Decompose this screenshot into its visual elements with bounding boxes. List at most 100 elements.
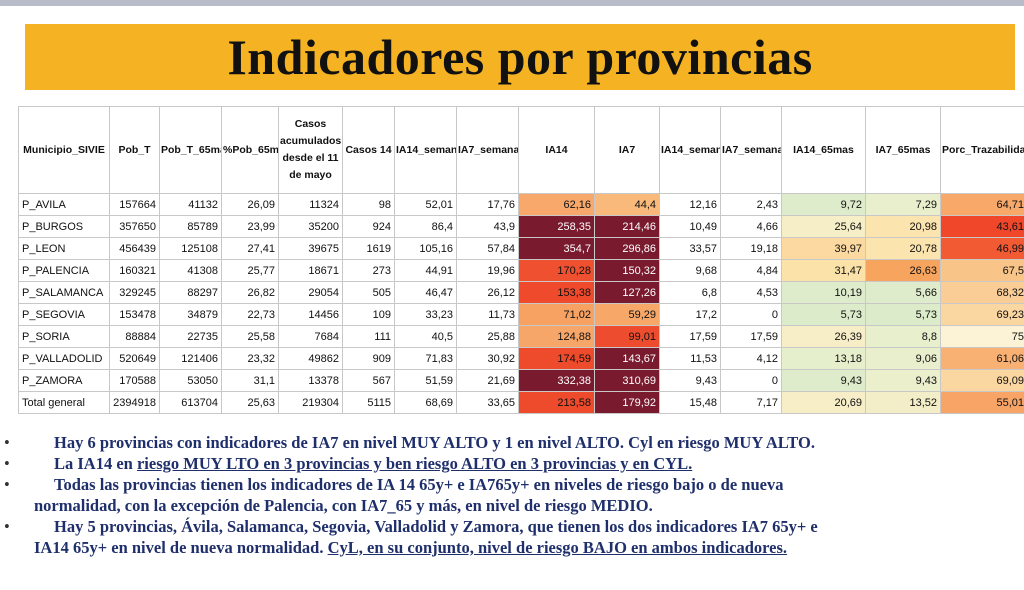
table-cell: 33,23 (394, 303, 457, 326)
table-cell: 4,53 (720, 281, 782, 304)
table-cell: 13378 (278, 369, 343, 392)
note-line: IA14 65y+ en nivel de nueva normalidad. … (0, 537, 1024, 558)
table-cell: 26,39 (781, 325, 866, 348)
table-cell: 98 (342, 193, 395, 216)
table-cell: 88884 (109, 325, 160, 348)
table-cell: 157664 (109, 193, 160, 216)
table-cell: 25,77 (221, 259, 279, 282)
bullet-icon: • (4, 454, 10, 473)
note-line: • La IA14 en riesgo MUY LTO en 3 provinci… (0, 453, 1024, 474)
table-row: P_AVILA 157664 41132 26,09 11324 98 52,01 17,76… (18, 193, 1024, 216)
table-cell: 9,43 (865, 369, 941, 392)
table-cell: 71,02 (518, 303, 595, 326)
table-cell: 5,66 (865, 281, 941, 304)
table-row: P_BURGOS 357650 85789 23,99 35200 924 86,4 43,9… (18, 215, 1024, 238)
table-cell: 174,59 (518, 347, 595, 370)
table-body: P_AVILA 157664 41132 26,09 11324 98 52,01 17,76… (18, 193, 1024, 414)
table-cell: 150,32 (594, 259, 660, 282)
table-cell: 329245 (109, 281, 160, 304)
table-cell: 7684 (278, 325, 343, 348)
column-header: IA14_semana_65mas (659, 106, 721, 194)
note-line: normalidad, con la excepción de Palencia… (0, 495, 1024, 516)
table-cell: 111 (342, 325, 395, 348)
table-cell: 12,16 (659, 193, 721, 216)
table-cell: 29054 (278, 281, 343, 304)
table-row: P_VALLADOLID 520649 121406 23,32 49862 909 71,… (18, 347, 1024, 370)
table-cell: 51,59 (394, 369, 457, 392)
table-cell: 31,47 (781, 259, 866, 282)
table-cell: 23,99 (221, 215, 279, 238)
province-name-cell: Total general (18, 391, 110, 414)
table-cell: 213,58 (518, 391, 595, 414)
table-cell: 2,43 (720, 193, 782, 216)
table-cell: 26,63 (865, 259, 941, 282)
table-cell: 25,88 (456, 325, 519, 348)
table-cell: 109 (342, 303, 395, 326)
table-cell: 67,5 (940, 259, 1024, 282)
table-cell: 49862 (278, 347, 343, 370)
bullet-icon: • (4, 475, 10, 494)
table-cell: 27,41 (221, 237, 279, 260)
table-row: P_SEGOVIA 153478 34879 22,73 14456 109 33,23 11… (18, 303, 1024, 326)
table-cell: 1619 (342, 237, 395, 260)
table-cell: 5,73 (781, 303, 866, 326)
table-cell: 41308 (159, 259, 222, 282)
table-row: P_PALENCIA 160321 41308 25,77 18671 273 44,91 1… (18, 259, 1024, 282)
note-line: • Todas las provincias tienen los indicad… (0, 474, 1024, 495)
table-cell: 310,69 (594, 369, 660, 392)
table-cell: 4,12 (720, 347, 782, 370)
table-cell: 13,18 (781, 347, 866, 370)
table-cell: 214,46 (594, 215, 660, 238)
table-cell: 23,32 (221, 347, 279, 370)
table-cell: 7,17 (720, 391, 782, 414)
column-header: Pob_T_65mas (159, 106, 222, 194)
province-name-cell: P_PALENCIA (18, 259, 110, 282)
province-name-cell: P_LEON (18, 237, 110, 260)
table-cell: 11,53 (659, 347, 721, 370)
table-row: P_LEON 456439 125108 27,41 39675 1619 105,16 57… (18, 237, 1024, 260)
table-cell: 46,99 (940, 237, 1024, 260)
table-row: P_SALAMANCA 329245 88297 26,82 29054 505 46,47… (18, 281, 1024, 304)
table-cell: 17,59 (659, 325, 721, 348)
table-cell: 69,23 (940, 303, 1024, 326)
table-cell: 43,9 (456, 215, 519, 238)
table-cell: 88297 (159, 281, 222, 304)
column-header: IA14_65mas (781, 106, 866, 194)
table-cell: 6,8 (659, 281, 721, 304)
table-cell: 99,01 (594, 325, 660, 348)
note-line: • Hay 5 provincias, Ávila, Salamanca, Seg… (0, 516, 1024, 537)
province-name-cell: P_SEGOVIA (18, 303, 110, 326)
province-name-cell: P_BURGOS (18, 215, 110, 238)
table-cell: 39,97 (781, 237, 866, 260)
table-cell: 59,29 (594, 303, 660, 326)
table-cell: 170,28 (518, 259, 595, 282)
notes-list: • Hay 6 provincias con indicadores de IA7… (0, 432, 1024, 558)
bullet-icon: • (4, 517, 10, 536)
note-text: Hay 6 provincias con indicadores de IA7 … (54, 433, 815, 452)
table-cell: 61,06 (940, 347, 1024, 370)
table-cell: 105,16 (394, 237, 457, 260)
table-cell: 22,73 (221, 303, 279, 326)
table-cell: 11,73 (456, 303, 519, 326)
table-cell: 30,92 (456, 347, 519, 370)
table-cell: 86,4 (394, 215, 457, 238)
table-cell: 43,61 (940, 215, 1024, 238)
column-header: IA7_65mas (865, 106, 941, 194)
table-cell: 613704 (159, 391, 222, 414)
table-cell: 19,96 (456, 259, 519, 282)
table-cell: 85789 (159, 215, 222, 238)
table-cell: 14456 (278, 303, 343, 326)
table-cell: 62,16 (518, 193, 595, 216)
column-header: Porc_Trazabilidad (940, 106, 1024, 194)
table-cell: 35200 (278, 215, 343, 238)
table-row: Total general 2394918 613704 25,63 219304 511… (18, 391, 1024, 414)
table-cell: 25,64 (781, 215, 866, 238)
table-cell: 7,29 (865, 193, 941, 216)
table-cell: 909 (342, 347, 395, 370)
table-cell: 273 (342, 259, 395, 282)
column-header: IA14_semana (394, 106, 457, 194)
table-cell: 5,73 (865, 303, 941, 326)
column-header: Casos 14 (342, 106, 395, 194)
note-text: CyL, en su conjunto, nivel de riesgo BAJ… (327, 538, 788, 557)
province-name-cell: P_SORIA (18, 325, 110, 348)
